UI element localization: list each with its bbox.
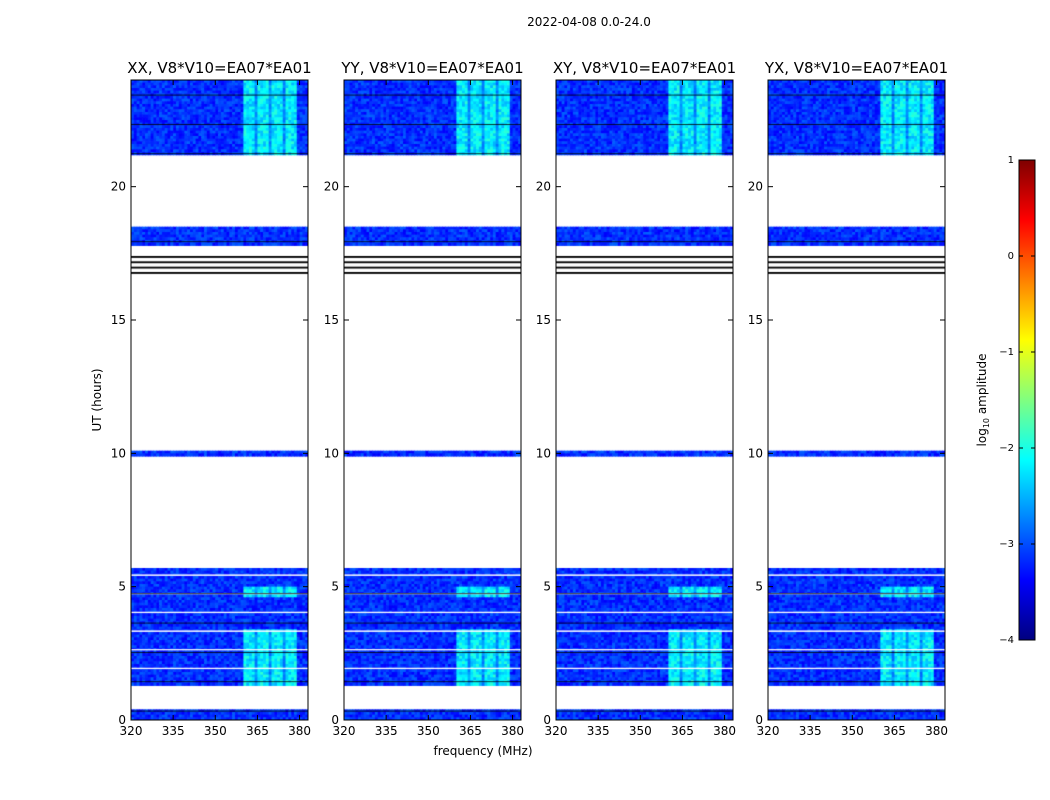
y-tick-label: 10 — [536, 446, 551, 460]
colorbar: 10−1−2−3−4 log10 amplitude — [975, 155, 1036, 646]
y-tick-label: 15 — [111, 313, 126, 327]
spectrogram-image — [768, 80, 945, 720]
x-tick-label: 335 — [799, 724, 822, 738]
x-tick-label: 380 — [501, 724, 524, 738]
panel-title: YX, V8*V10=EA07*EA01 — [764, 59, 948, 77]
x-tick-label: 320 — [333, 724, 356, 738]
y-tick-label: 5 — [755, 580, 763, 594]
x-tick-label: 335 — [375, 724, 398, 738]
x-tick-label: 380 — [288, 724, 311, 738]
spectrogram-image — [131, 80, 308, 720]
x-tick-label: 380 — [925, 724, 948, 738]
x-tick-label: 350 — [417, 724, 440, 738]
y-tick-label: 10 — [111, 446, 126, 460]
x-tick-label: 320 — [120, 724, 143, 738]
panel-1: YY, V8*V10=EA07*EA01 320 335 350 365 380 0 5 10 1… — [324, 59, 524, 738]
y-tick-label: 15 — [748, 313, 763, 327]
colorbar-label: log10 amplitude — [975, 354, 991, 447]
panel-title: YY, V8*V10=EA07*EA01 — [340, 59, 523, 77]
panel-3: YX, V8*V10=EA07*EA01 320 335 350 365 380 0 5 10 1… — [748, 59, 948, 738]
y-tick-label: 0 — [543, 713, 551, 727]
x-tick-label: 350 — [629, 724, 652, 738]
colorbar-gradient — [1018, 159, 1036, 641]
y-tick-label: 20 — [111, 180, 126, 194]
x-tick-label: 365 — [246, 724, 269, 738]
y-tick-label: 5 — [543, 580, 551, 594]
colorbar-tick-label: 1 — [1008, 155, 1014, 166]
x-tick-label: 365 — [883, 724, 906, 738]
y-tick-label: 5 — [331, 580, 339, 594]
colorbar-label-log: log — [975, 428, 989, 446]
y-axis-label: UT (hours) — [90, 368, 104, 431]
panel-frame — [555, 79, 734, 721]
x-tick-label: 365 — [671, 724, 694, 738]
panel-frame — [130, 79, 309, 721]
y-tick-label: 5 — [118, 580, 126, 594]
colorbar-tick-label: −4 — [999, 635, 1014, 646]
x-tick-label: 335 — [162, 724, 185, 738]
x-axis-label: frequency (MHz) — [433, 744, 532, 758]
x-tick-label: 320 — [757, 724, 780, 738]
colorbar-label-rest: amplitude — [975, 354, 989, 418]
y-tick-label: 15 — [536, 313, 551, 327]
colorbar-tick-label: −2 — [999, 443, 1014, 454]
x-tick-label: 335 — [587, 724, 610, 738]
spectrogram-image — [344, 80, 521, 720]
colorbar-label-sub: 10 — [982, 418, 991, 428]
panel-title: XX, V8*V10=EA07*EA01 — [127, 59, 311, 77]
panel-frame — [767, 79, 946, 721]
panel-frame — [343, 79, 522, 721]
x-tick-label: 350 — [204, 724, 227, 738]
colorbar-ticks: 1 0 −1 −2 −3 −4 — [999, 155, 1035, 646]
y-tick-label: 0 — [118, 713, 126, 727]
y-tick-label: 15 — [324, 313, 339, 327]
x-tick-label: 350 — [841, 724, 864, 738]
colorbar-tick-label: −1 — [999, 347, 1014, 358]
x-tick-label: 320 — [545, 724, 568, 738]
x-tick-label: 365 — [459, 724, 482, 738]
y-tick-label: 10 — [324, 446, 339, 460]
y-tick-label: 20 — [324, 180, 339, 194]
y-tick-label: 10 — [748, 446, 763, 460]
figure-title: 2022-04-08 0.0-24.0 — [527, 15, 651, 29]
y-tick-label: 20 — [536, 180, 551, 194]
panel-title: XY, V8*V10=EA07*EA01 — [553, 59, 736, 77]
y-tick-label: 0 — [331, 713, 339, 727]
y-tick-label: 20 — [748, 180, 763, 194]
panel-0: XX, V8*V10=EA07*EA01 320 335 350 365 380 0 5 10 1… — [111, 59, 312, 738]
panel-2: XY, V8*V10=EA07*EA01 320 335 350 365 380 0 5 10 1… — [536, 59, 736, 738]
y-tick-label: 0 — [755, 713, 763, 727]
colorbar-tick-label: −3 — [999, 539, 1014, 550]
colorbar-tick-label: 0 — [1008, 251, 1014, 262]
panels-group: XX, V8*V10=EA07*EA01 320 335 350 365 380 0 5 10 1… — [111, 59, 948, 738]
spectrogram-image — [556, 80, 733, 720]
x-tick-label: 380 — [713, 724, 736, 738]
